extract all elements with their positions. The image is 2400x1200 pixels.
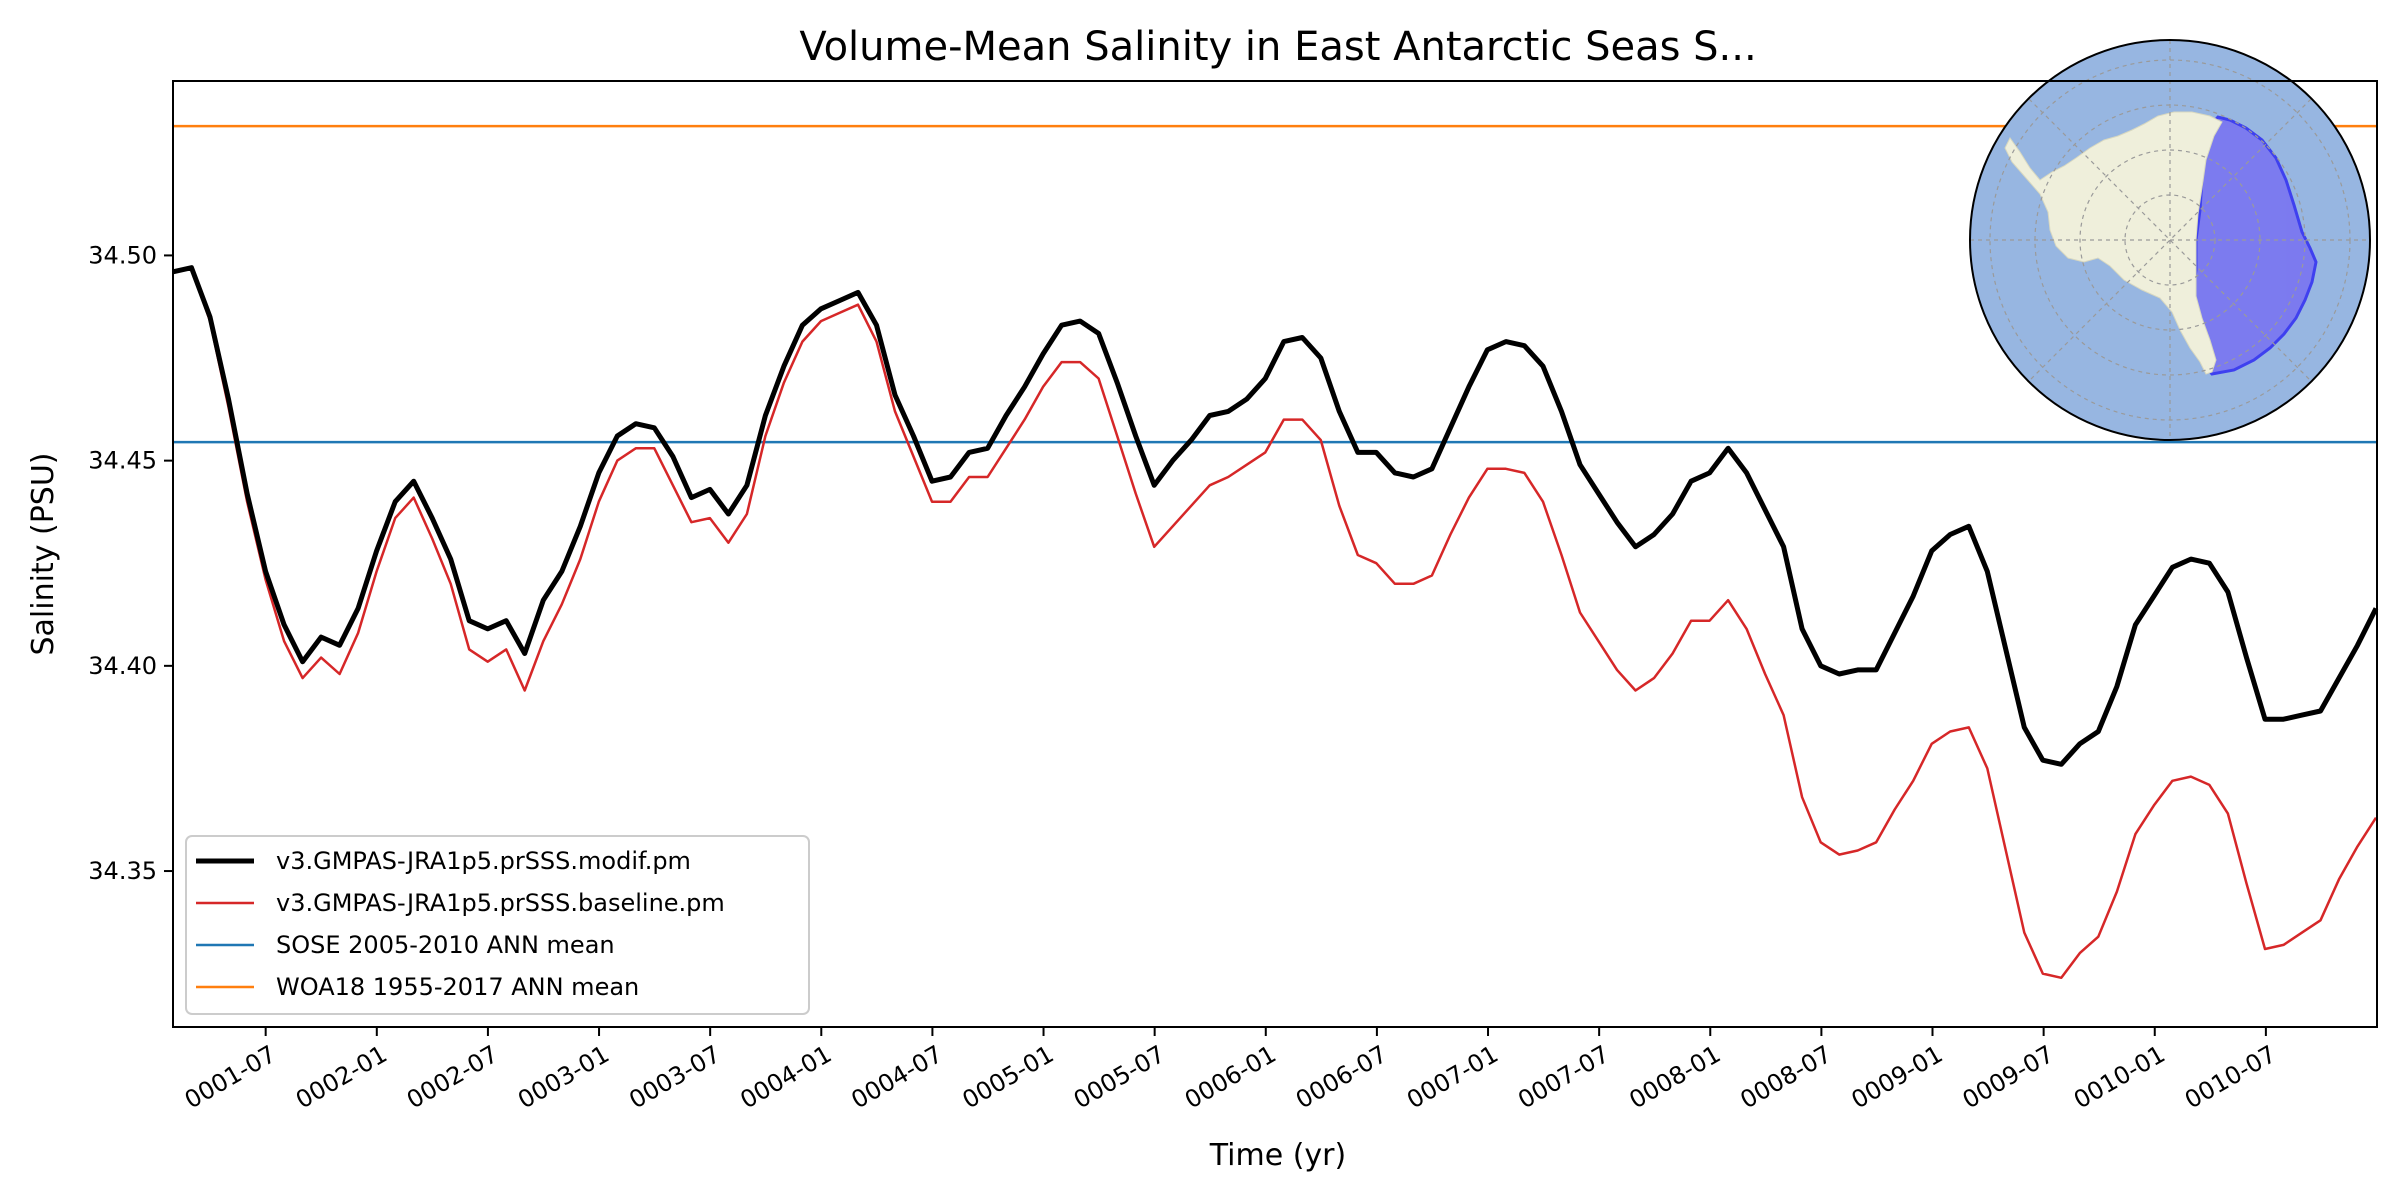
axes-frame [172,80,2378,1028]
series-line-0 [172,265,2379,767]
legend-label-1: v3.GMPAS-JRA1p5.prSSS.baseline.pm [276,889,725,917]
legend-label-3: WOA18 1955-2017 ANN mean [276,973,639,1001]
chart-title: Volume-Mean Salinity in East Antarctic S… [799,24,1756,70]
map-border [1969,39,2371,441]
map-graticule [1970,40,2370,440]
legend-box [185,835,810,1015]
y-tick-label: 34.35 [88,857,157,885]
legend: v3.GMPAS-JRA1p5.prSSS.modif.pm v3.GMPAS-J… [185,835,810,1015]
map-antarctica-land [2004,111,2223,375]
y-axis-ticks: 34.35 34.40 34.45 34.50 [88,241,173,885]
y-axis-label: Salinity (PSU) [26,453,61,656]
legend-label-0: v3.GMPAS-JRA1p5.prSSS.modif.pm [276,847,691,875]
y-tick-label: 34.50 [88,241,157,269]
x-axis-label: Time (yr) [1209,1138,1346,1173]
inset-map [1969,39,2371,441]
plot-area [172,124,2379,980]
y-tick-label: 34.40 [88,652,157,680]
legend-label-2: SOSE 2005-2010 ANN mean [276,931,615,959]
series-lines [172,265,2379,980]
y-tick-label: 34.45 [88,447,157,475]
series-line-1 [172,266,2378,980]
